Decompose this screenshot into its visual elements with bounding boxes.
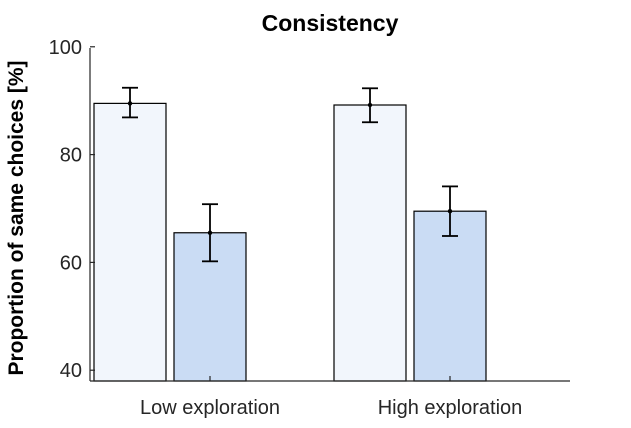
y-tick-label-60: 60 bbox=[60, 252, 82, 274]
mean-point-series1-0 bbox=[127, 101, 133, 106]
bar-series1-1 bbox=[333, 104, 407, 382]
x-category-label-1: High exploration bbox=[378, 397, 523, 419]
plot-area: 40 60 80 100 Low exploration High exploration bbox=[49, 37, 570, 419]
chart-title: Consistency bbox=[262, 10, 399, 36]
y-axis-label: Proportion of same choices [%] bbox=[5, 60, 28, 375]
mean-point-series2-1 bbox=[447, 208, 453, 214]
x-category-label-0: Low exploration bbox=[140, 397, 280, 419]
bar-series1-0 bbox=[93, 102, 167, 382]
mean-point-series2-0 bbox=[207, 230, 213, 235]
y-tick-label-40: 40 bbox=[60, 360, 82, 382]
y-tick-label-100: 100 bbox=[49, 37, 82, 59]
y-tick-label-80: 80 bbox=[60, 145, 82, 167]
mean-point-series1-1 bbox=[367, 102, 373, 108]
